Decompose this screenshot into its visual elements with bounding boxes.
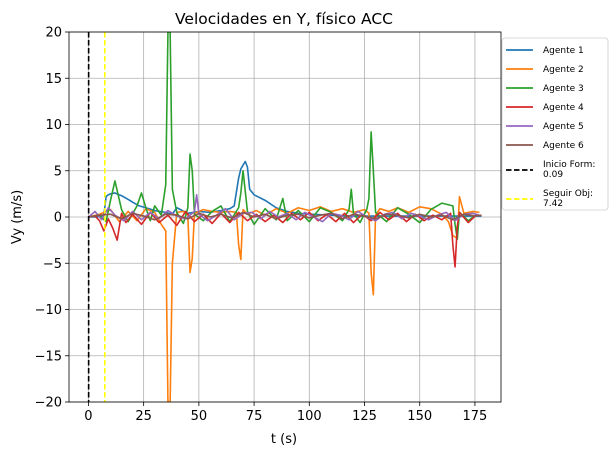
x-tick-label: 25	[135, 409, 152, 424]
legend-label: Agente 6	[543, 141, 584, 151]
series-line-5	[87, 194, 480, 223]
reference-lines	[87, 32, 106, 402]
legend: Agente 1 Agente 2 Agente 3 Agente 4 Agente 5…	[501, 37, 609, 211]
plot-frame	[68, 31, 502, 403]
x-axis-label: t (s)	[271, 432, 297, 447]
series-lines	[87, 32, 482, 402]
y-tick-label: 10	[45, 118, 62, 133]
legend-label: Agente 5	[543, 122, 584, 132]
legend-box	[501, 37, 609, 211]
legend-label: Agente 1	[543, 46, 584, 56]
x-tick-label: 125	[352, 409, 377, 424]
y-tick-label: 5	[54, 164, 62, 179]
legend-label: 7.42	[543, 199, 563, 209]
y-tick-label: −5	[43, 257, 62, 272]
x-tick-label: 100	[297, 409, 322, 424]
legend-label: Agente 2	[543, 65, 584, 75]
legend-label: 0.09	[543, 170, 563, 180]
y-tick-label: 0	[54, 211, 62, 226]
series-line-4	[88, 210, 478, 268]
x-tick-label: 175	[463, 409, 488, 424]
y-tick-label: −10	[35, 303, 62, 318]
series-line-6	[88, 211, 482, 221]
y-tick-label: 15	[45, 72, 62, 87]
x-tick-label: 0	[84, 409, 92, 424]
x-tick-label: 75	[246, 409, 263, 424]
legend-label: Seguir Obj:	[543, 189, 593, 199]
series-line-2	[88, 195, 480, 402]
y-tick-label: −15	[35, 349, 62, 364]
legend-label: Inicio Form:	[543, 160, 595, 170]
y-axis-label: Vy (m/s)	[10, 190, 25, 244]
legend-label: Agente 3	[543, 84, 584, 94]
x-tick-label: 150	[407, 409, 432, 424]
chart-title: Velocidades en Y, físico ACC	[175, 10, 393, 28]
y-tick-label: −20	[35, 396, 62, 411]
legend-label: Agente 4	[543, 103, 584, 113]
axis-ticks: 0 25 50 75 100 125 150 175 −20 −15 −10 −5 0 5 10 15 20	[35, 26, 488, 425]
y-tick-label: 20	[45, 26, 62, 41]
x-tick-label: 50	[191, 409, 208, 424]
